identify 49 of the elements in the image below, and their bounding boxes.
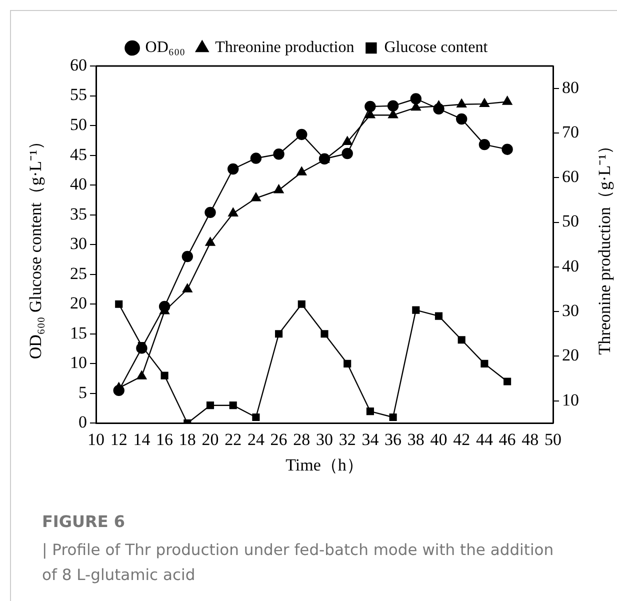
y2-tick-label: 70 [562, 122, 579, 142]
x-tick-label: 24 [247, 430, 265, 449]
caption: FIGURE 6 [42, 512, 125, 531]
x-tick-label: 28 [293, 430, 310, 449]
y2-tick-label: 10 [562, 390, 579, 410]
y-tick-label: 20 [70, 294, 87, 313]
x-tick-label: 12 [110, 430, 128, 449]
y2-tick-label: 80 [562, 78, 579, 97]
y-tick-label: 0 [78, 412, 87, 432]
y-tick-label: 50 [70, 115, 87, 134]
x-tick-label: 22 [224, 430, 242, 449]
y-tick-label: 55 [70, 85, 87, 104]
y-axis-title: OD₆₀₀ Glucose content（g·L⁻¹） [25, 132, 46, 360]
y2-tick-label: 20 [562, 346, 579, 365]
x-tick-label: 32 [338, 430, 356, 449]
x-tick-label: 26 [270, 430, 288, 449]
y2-axis-title: Threonine production（g·L⁻¹） [594, 137, 615, 355]
y-tick-label: 5 [78, 382, 87, 402]
legend-label: OD₆₀₀ [145, 39, 186, 56]
x-tick-label: 48 [522, 430, 539, 449]
y2-tick-label: 40 [562, 256, 579, 276]
y-tick-label: 15 [70, 323, 87, 342]
y-tick-label: 35 [70, 204, 87, 224]
y2-tick-label: 50 [562, 212, 579, 231]
text: | Profile of Thr production under fed-batch mode with the addition of 8 L-glutamic acid [42, 540, 555, 586]
x-tick-label: 20 [202, 430, 219, 449]
x-tick-label: 36 [384, 430, 402, 449]
x-axis-title: Time（h） [286, 455, 364, 474]
x-tick-label: 16 [156, 430, 174, 449]
y-tick-label: 10 [70, 353, 87, 372]
y-tick-label: 40 [70, 174, 87, 194]
y2-tick-label: 30 [562, 301, 579, 320]
x-tick-label: 34 [362, 430, 380, 449]
legend-label: Threonine production [215, 39, 354, 56]
x-tick-label: 42 [453, 430, 470, 449]
x-tick-label: 38 [407, 430, 424, 449]
x-tick-label: 18 [178, 430, 196, 449]
x-tick-label: 30 [316, 430, 333, 449]
x-tick-label: 44 [476, 430, 494, 449]
y-tick-label: 30 [70, 234, 87, 254]
y-tick-label: 45 [70, 144, 87, 164]
y-tick-label: 25 [70, 264, 87, 283]
x-tick-label: 40 [430, 430, 448, 449]
legend-label: Glucose content [384, 39, 488, 56]
x-tick-label: 46 [498, 430, 516, 449]
x-tick-label: 50 [544, 430, 562, 449]
x-tick-label: 14 [133, 430, 151, 449]
y2-tick-label: 60 [562, 167, 579, 186]
y-tick-label: 60 [70, 55, 87, 74]
